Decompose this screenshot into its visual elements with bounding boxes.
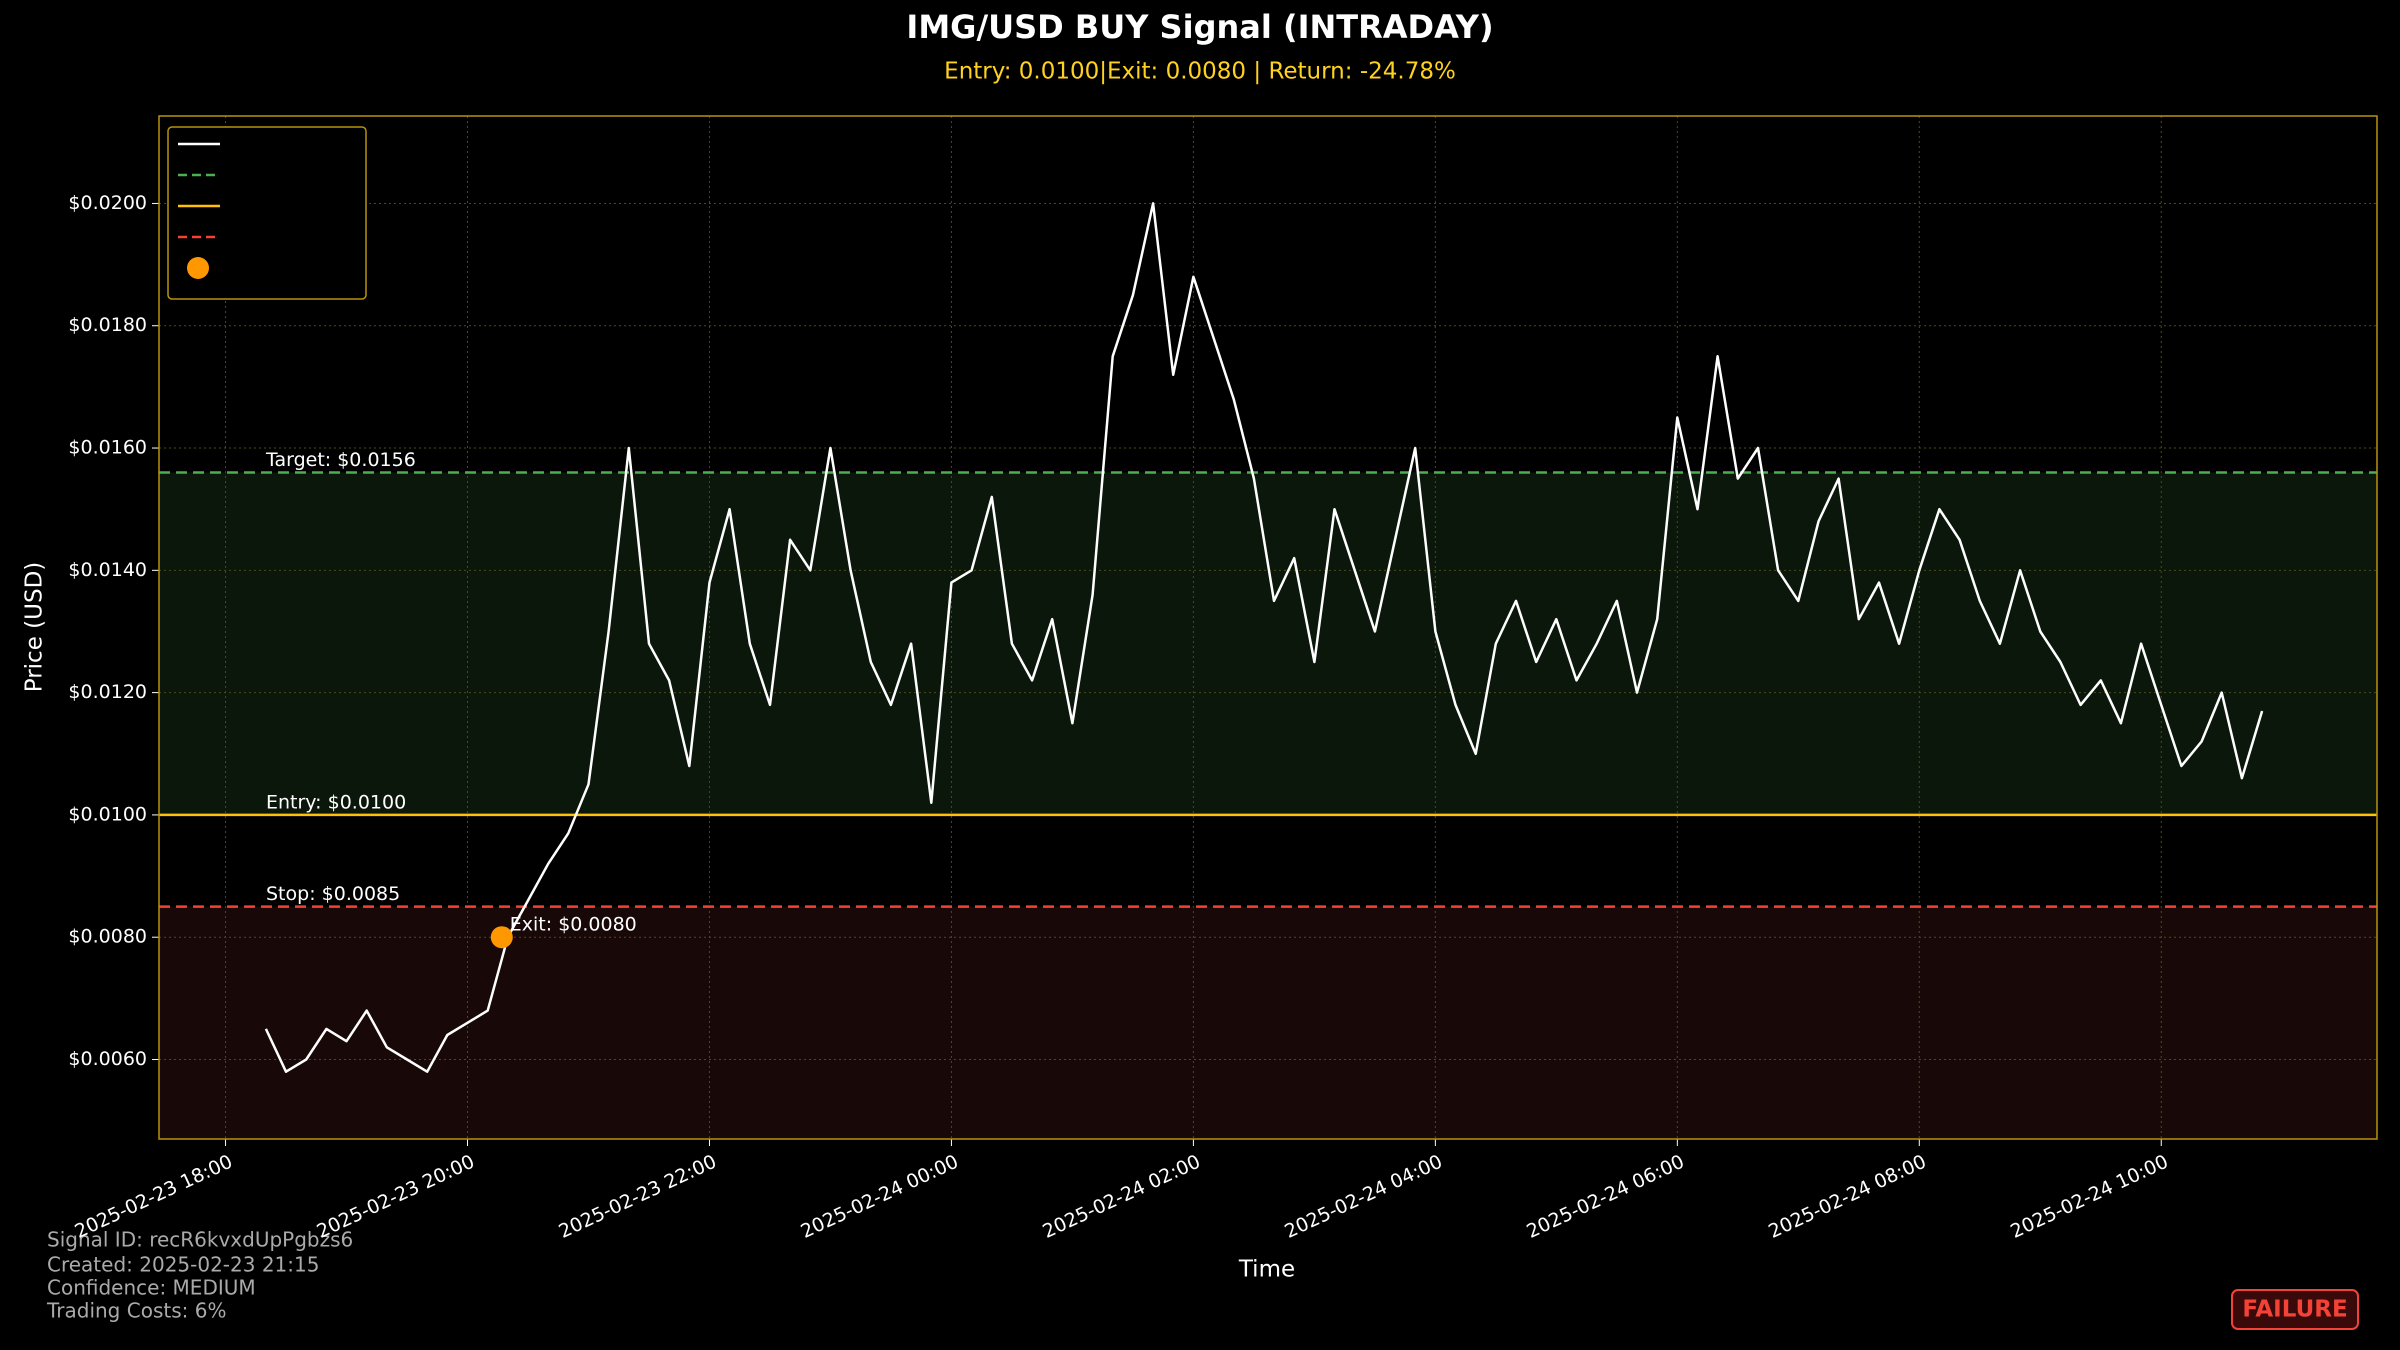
legend-swatch bbox=[187, 257, 209, 279]
exit-marker bbox=[490, 926, 513, 949]
y-tick-label: $0.0140 bbox=[68, 559, 147, 581]
y-tick-label: $0.0120 bbox=[68, 681, 147, 703]
reference-label: Stop: $0.0085 bbox=[266, 883, 400, 905]
x-axis-label: Time bbox=[1238, 1257, 1295, 1283]
plot-frame bbox=[158, 115, 2378, 1140]
y-tick-label: $0.0180 bbox=[68, 314, 147, 336]
zone-band bbox=[159, 472, 2377, 815]
reference-label: Target: $0.0156 bbox=[265, 449, 416, 471]
footer-line: Signal ID: recR6kvxdUpPgbzs6 bbox=[47, 1228, 353, 1252]
y-tick-label: $0.0080 bbox=[68, 926, 147, 948]
y-tick-label: $0.0100 bbox=[68, 803, 147, 825]
chart-title: IMG/USD BUY Signal (INTRADAY) bbox=[906, 8, 1493, 46]
footer-line: Created: 2025-02-23 21:15 bbox=[47, 1253, 319, 1277]
reference-label: Entry: $0.0100 bbox=[266, 791, 406, 813]
badge: FAILURE bbox=[2242, 1297, 2347, 1323]
zone-band bbox=[159, 906, 2377, 1139]
badge-box bbox=[2231, 1289, 2359, 1330]
marker-label: Exit: $0.0080 bbox=[510, 914, 637, 936]
legend-box bbox=[167, 126, 367, 300]
y-tick-label: $0.0060 bbox=[68, 1048, 147, 1070]
chart-subtitle: Entry: 0.0100|Exit: 0.0080 | Return: -24… bbox=[944, 59, 1456, 85]
y-axis-label: Price (USD) bbox=[22, 562, 48, 693]
y-tick-label: $0.0160 bbox=[68, 437, 147, 459]
footer-line: Confidence: MEDIUM bbox=[47, 1276, 256, 1300]
y-tick-label: $0.0200 bbox=[68, 192, 147, 214]
footer-line: Trading Costs: 6% bbox=[46, 1299, 226, 1323]
price-line bbox=[264, 202, 2264, 1073]
